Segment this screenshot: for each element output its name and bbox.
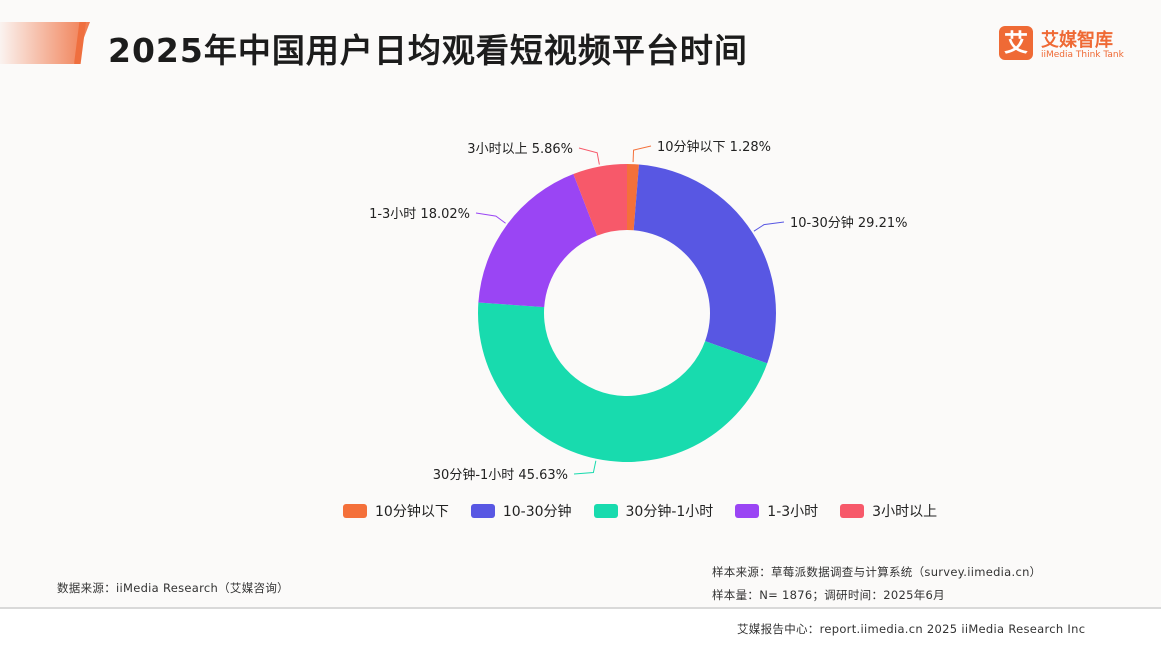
footer-note: 艾媒报告中心：report.iimedia.cn 2025 iiMedia Re… xyxy=(737,622,1086,636)
data-label-3: 30分钟-1小时 45.63% xyxy=(433,467,568,483)
leader-line-1 xyxy=(632,145,652,163)
legend-swatch-3 xyxy=(593,504,618,518)
footer-divider xyxy=(0,607,1161,609)
logo-text-en: iiMedia Think Tank xyxy=(1041,50,1124,60)
legend-swatch-4 xyxy=(735,504,760,518)
data-source-note: 数据来源：iiMedia Research（艾媒咨询） xyxy=(57,581,289,595)
logo-text-cn: 艾媒智库 xyxy=(1041,30,1113,51)
leader-line-4 xyxy=(475,212,506,224)
data-label-4: 1-3小时 18.02% xyxy=(369,207,470,222)
data-label-1: 10分钟以下 1.28% xyxy=(657,139,771,155)
legend-swatch-5 xyxy=(840,504,865,518)
legend-item-4: 1-3小时 xyxy=(735,501,818,521)
pie-slice-1 xyxy=(627,164,639,231)
page-title: 2025年中国用户日均观看短视频平台时间 xyxy=(108,31,748,70)
sample-size-note: 样本量：N= 1876；调研时间：2025年6月 xyxy=(712,588,945,602)
legend-swatch-1 xyxy=(343,504,367,518)
legend-item-2: 10-30分钟 xyxy=(470,501,572,521)
brand-logo: 艾 艾媒智库 iiMedia Think Tank xyxy=(999,26,1149,66)
legend-item-5: 3小时以上 xyxy=(840,501,937,521)
sample-source-note: 样本来源：草莓派数据调查与计算系统（survey.iimedia.cn） xyxy=(712,565,1042,579)
legend-item-3: 30分钟-1小时 xyxy=(593,501,714,521)
pie-slice-4 xyxy=(478,173,598,308)
leader-line-5 xyxy=(578,147,600,165)
leader-line-3 xyxy=(573,460,597,475)
legend-label-1: 10分钟以下 xyxy=(375,504,449,520)
legend-label-3: 30分钟-1小时 xyxy=(625,504,714,520)
legend-item-1: 10分钟以下 xyxy=(343,501,449,521)
logo-mark-icon: 艾 xyxy=(999,26,1033,60)
legend-label-5: 3小时以上 xyxy=(872,504,938,520)
chart-legend: 10分钟以下 10-30分钟 30分钟-1小时 1-3小时 3小时以上 xyxy=(343,501,959,521)
pie-slice-5 xyxy=(573,164,627,236)
leader-line-2 xyxy=(753,221,785,232)
legend-swatch-2 xyxy=(470,504,495,518)
legend-label-4: 1-3小时 xyxy=(767,504,819,520)
legend-label-2: 10-30分钟 xyxy=(502,504,572,520)
data-label-5: 3小时以上 5.86% xyxy=(467,142,573,157)
pie-slice-2 xyxy=(633,164,776,364)
data-label-2: 10-30分钟 29.21% xyxy=(790,215,907,231)
pie-slice-3 xyxy=(477,302,768,463)
footer-band xyxy=(0,609,1161,645)
